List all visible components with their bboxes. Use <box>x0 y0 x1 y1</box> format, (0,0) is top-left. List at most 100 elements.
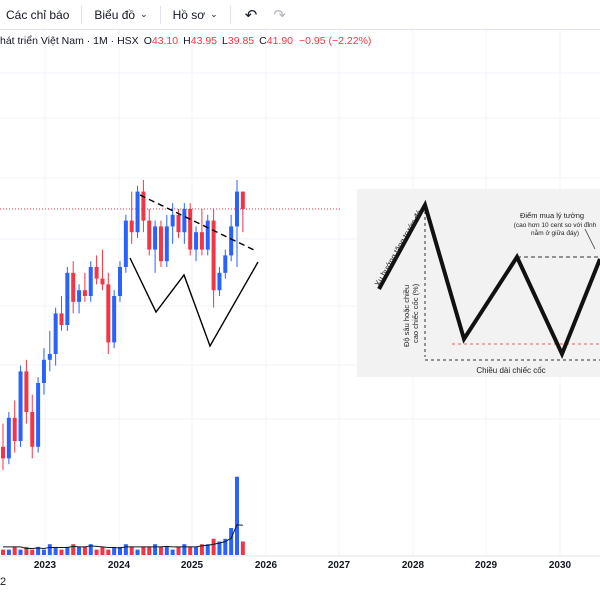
indicators-label: Các chỉ báo <box>6 7 70 22</box>
candle-body <box>106 284 111 343</box>
volume-bar <box>59 549 64 555</box>
candle-body <box>229 226 234 256</box>
volume-bar <box>147 546 152 555</box>
candle-body <box>235 191 239 227</box>
time-axis: 2023 2024 2025 2026 2027 2028 2029 2030 <box>0 555 600 571</box>
indicators-button[interactable]: Các chỉ báo <box>0 4 75 26</box>
volume-bar <box>100 546 105 555</box>
redo-icon[interactable]: ↷ <box>273 6 286 24</box>
change-value: −0.95 (−2.22%) <box>299 35 372 47</box>
cup-length-label: Chiều dài chiếc cốc <box>476 366 545 375</box>
open-value: 43.10 <box>151 35 179 47</box>
ideal-buy-label: Điểm mua lý tưởng <box>520 211 584 220</box>
close-value: 41.90 <box>266 35 294 47</box>
chart-menu-label: Biểu đồ <box>94 7 136 22</box>
toolbar-divider <box>81 5 83 24</box>
chevron-down-icon: ⌄ <box>140 9 148 19</box>
volume-bar <box>53 546 58 555</box>
depth-label-2: cao chiếc cốc (%) <box>411 283 420 343</box>
symbol-title: hát triển Việt Nam · 1M · HSX <box>0 35 139 47</box>
x-axis-tick-label: 2028 <box>402 560 425 571</box>
ideal-buy-note-1: (cao hơn 10 cent so với đỉnh <box>514 221 597 229</box>
x-axis-tick-label: 2024 <box>108 560 131 571</box>
volume-bar <box>106 549 111 555</box>
candle-body <box>41 359 46 383</box>
w-pattern-drawing <box>129 194 259 348</box>
candle-body <box>153 226 158 250</box>
candle-body <box>82 290 87 296</box>
volume-bar <box>164 546 169 555</box>
low-value: 39.85 <box>227 35 255 47</box>
candle-body <box>135 191 140 233</box>
volume-bar <box>235 476 239 555</box>
volume-bar <box>82 546 87 555</box>
depth-label-1: Độ sâu hoặc chiều <box>402 285 411 347</box>
candle-body <box>12 417 17 441</box>
volume-bar <box>182 544 187 555</box>
candle-body <box>24 371 29 412</box>
candle-body <box>129 220 134 233</box>
prior-trend-label: Xu hướng tăng trước đó <box>373 208 424 288</box>
profile-menu-button[interactable]: Hồ sơ ⌄ <box>167 4 224 26</box>
candle-body <box>188 209 193 250</box>
volume-bar <box>211 538 216 555</box>
candle-body <box>217 272 222 291</box>
undo-icon[interactable]: ↶ <box>244 6 258 24</box>
volume-bar <box>88 544 93 555</box>
high-key: H <box>183 35 191 47</box>
candle-body <box>18 371 23 441</box>
volume-bar <box>223 538 228 555</box>
candle-body <box>211 220 216 291</box>
volume-bar <box>158 546 163 555</box>
ideal-buy-note-2: nằm ở giữa đáy) <box>531 228 579 237</box>
candles <box>1 180 245 470</box>
candle-body <box>36 383 41 447</box>
candle-body <box>123 220 128 267</box>
x-axis-tick-label: 2025 <box>181 560 204 571</box>
volume-bar <box>129 546 134 555</box>
volume-bar <box>199 544 204 555</box>
candle-body <box>94 267 99 279</box>
volume-bar <box>205 544 210 555</box>
volume-bar <box>71 544 76 555</box>
candle-body <box>118 267 122 296</box>
profile-menu-label: Hồ sơ <box>172 7 206 22</box>
volume-bar <box>135 549 140 555</box>
x-axis-tick-label: 2023 <box>34 560 57 571</box>
resistance-trendline <box>139 194 255 251</box>
toolbar-divider <box>159 5 161 24</box>
candle-body <box>240 191 245 209</box>
candle-body <box>223 255 228 273</box>
chart-menu-button[interactable]: Biểu đồ ⌄ <box>88 4 153 26</box>
volume-bar <box>229 528 234 555</box>
open-key: O <box>143 35 152 47</box>
volume-bar <box>123 544 128 555</box>
volume-bar <box>30 549 35 555</box>
candle-body <box>176 214 181 233</box>
candle-body <box>147 220 152 250</box>
w-pattern-line <box>129 257 259 348</box>
candle-body <box>77 290 82 302</box>
candle-body <box>6 417 11 459</box>
candle-body <box>65 272 70 325</box>
x-axis-tick-label: 2026 <box>255 560 278 571</box>
candle-body <box>164 226 169 262</box>
volume-bar <box>36 546 41 555</box>
symbol-legend: hát triển Việt Nam · 1M · HSX O 43.10 H 43… <box>0 35 371 47</box>
candle-body <box>71 272 76 302</box>
chevron-down-icon: ⌄ <box>210 9 218 19</box>
candle-body <box>112 296 117 343</box>
volume-bar <box>47 544 52 555</box>
candle-body <box>158 226 163 262</box>
candle-body <box>88 267 93 296</box>
candle-body <box>170 214 175 227</box>
candle-body <box>182 209 187 233</box>
x-axis-tick-label: 2029 <box>475 560 498 571</box>
volume-bar <box>24 546 29 555</box>
volume-bar <box>1 549 5 555</box>
low-key: L <box>222 35 228 47</box>
volume-bar <box>112 546 117 555</box>
volume-bar <box>12 546 17 555</box>
candle-body <box>199 232 204 250</box>
